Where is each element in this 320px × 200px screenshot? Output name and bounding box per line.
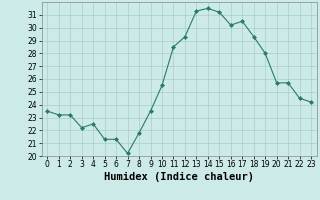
X-axis label: Humidex (Indice chaleur): Humidex (Indice chaleur): [104, 172, 254, 182]
